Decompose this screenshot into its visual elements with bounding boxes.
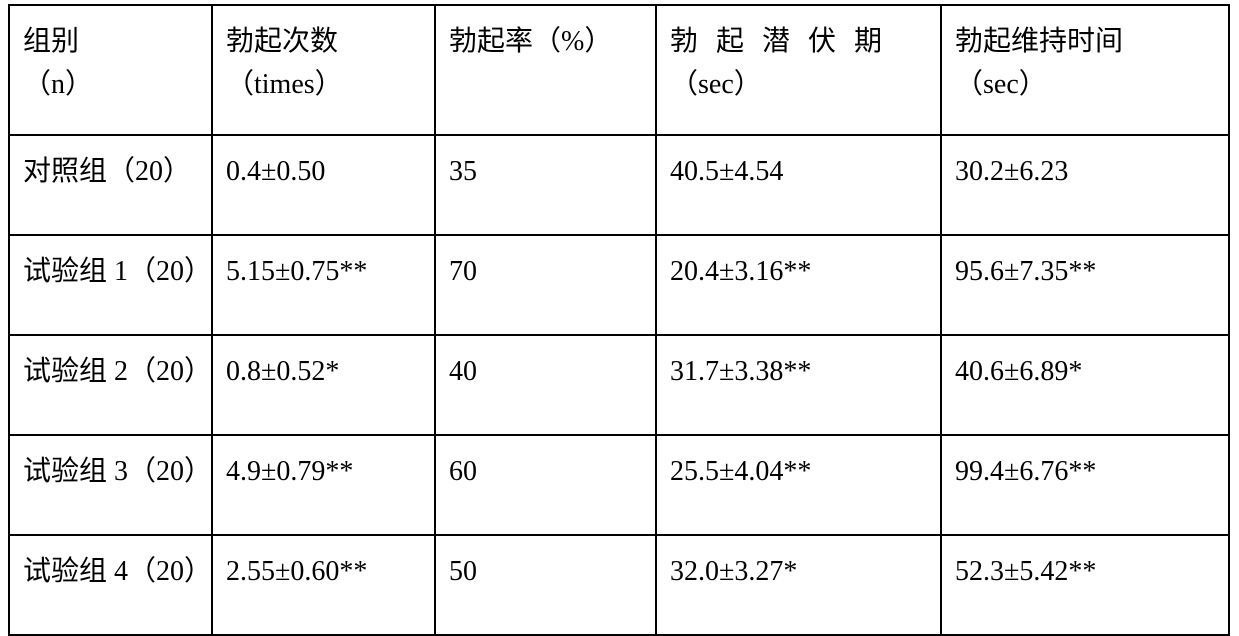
col-header-group-line1: 组别 xyxy=(23,20,200,63)
cell-group-text: 试验组 2（20） xyxy=(11,350,210,393)
cell-latency: 32.0±3.27* xyxy=(656,535,941,635)
table-row: 对照组（20） 0.4±0.50 35 40.5±4.54 30.2±6.23 xyxy=(9,135,1229,235)
cell-duration-text: 95.6±7.35** xyxy=(943,250,1227,293)
cell-rate-text: 40 xyxy=(437,350,654,393)
cell-rate: 40 xyxy=(435,335,656,435)
table-row: 试验组 2（20） 0.8±0.52* 40 31.7±3.38** 40.6±… xyxy=(9,335,1229,435)
table-header-row: 组别 （n） 勃起次数（times） 勃起率（%） 勃起潜伏期 （sec） 勃起… xyxy=(9,5,1229,135)
cell-rate: 35 xyxy=(435,135,656,235)
cell-duration: 30.2±6.23 xyxy=(941,135,1229,235)
col-header-duration-line1: 勃起维持时间 xyxy=(955,20,1217,63)
cell-times: 0.8±0.52* xyxy=(212,335,435,435)
cell-latency-text: 32.0±3.27* xyxy=(658,550,939,593)
cell-duration-text: 52.3±5.42** xyxy=(943,550,1227,593)
cell-group: 试验组 1（20） xyxy=(9,235,212,335)
cell-group: 试验组 2（20） xyxy=(9,335,212,435)
cell-rate-text: 70 xyxy=(437,250,654,293)
col-header-latency-line2: （sec） xyxy=(670,63,929,106)
cell-times: 0.4±0.50 xyxy=(212,135,435,235)
cell-latency-text: 31.7±3.38** xyxy=(658,350,939,393)
cell-group-text: 试验组 1（20） xyxy=(11,250,210,293)
cell-latency-text: 40.5±4.54 xyxy=(658,150,939,193)
cell-times-text: 4.9±0.79** xyxy=(214,450,433,493)
cell-duration: 99.4±6.76** xyxy=(941,435,1229,535)
col-header-times-line1: 勃起次数（times） xyxy=(226,20,423,107)
cell-latency: 20.4±3.16** xyxy=(656,235,941,335)
cell-rate-text: 60 xyxy=(437,450,654,493)
cell-group: 试验组 4（20） xyxy=(9,535,212,635)
cell-group: 对照组（20） xyxy=(9,135,212,235)
cell-times: 5.15±0.75** xyxy=(212,235,435,335)
cell-group-text: 试验组 4（20） xyxy=(11,550,210,593)
col-header-group-line2: （n） xyxy=(23,63,200,106)
cell-group-text: 对照组（20） xyxy=(11,150,210,193)
cell-rate-text: 35 xyxy=(437,150,654,193)
cell-group: 试验组 3（20） xyxy=(9,435,212,535)
cell-duration: 95.6±7.35** xyxy=(941,235,1229,335)
cell-duration-text: 30.2±6.23 xyxy=(943,150,1227,193)
table-row: 试验组 1（20） 5.15±0.75** 70 20.4±3.16** 95.… xyxy=(9,235,1229,335)
col-header-rate-line1: 勃起率（%） xyxy=(449,20,644,63)
cell-latency: 25.5±4.04** xyxy=(656,435,941,535)
cell-times-text: 0.8±0.52* xyxy=(214,350,433,393)
col-header-times: 勃起次数（times） xyxy=(212,5,435,135)
cell-latency: 40.5±4.54 xyxy=(656,135,941,235)
col-header-latency: 勃起潜伏期 （sec） xyxy=(656,5,941,135)
cell-rate-text: 50 xyxy=(437,550,654,593)
cell-latency: 31.7±3.38** xyxy=(656,335,941,435)
col-header-group: 组别 （n） xyxy=(9,5,212,135)
cell-times: 4.9±0.79** xyxy=(212,435,435,535)
table-row: 试验组 4（20） 2.55±0.60** 50 32.0±3.27* 52.3… xyxy=(9,535,1229,635)
cell-times-text: 2.55±0.60** xyxy=(214,550,433,593)
cell-rate: 60 xyxy=(435,435,656,535)
col-header-latency-line1: 勃起潜伏期 xyxy=(670,20,929,63)
cell-duration: 40.6±6.89* xyxy=(941,335,1229,435)
results-table: 组别 （n） 勃起次数（times） 勃起率（%） 勃起潜伏期 （sec） 勃起… xyxy=(8,4,1230,636)
cell-rate: 70 xyxy=(435,235,656,335)
cell-times-text: 0.4±0.50 xyxy=(214,150,433,193)
cell-times: 2.55±0.60** xyxy=(212,535,435,635)
cell-latency-text: 25.5±4.04** xyxy=(658,450,939,493)
cell-times-text: 5.15±0.75** xyxy=(214,250,433,293)
col-header-duration-line2: （sec） xyxy=(955,63,1217,106)
cell-group-text: 试验组 3（20） xyxy=(11,450,210,493)
table-row: 试验组 3（20） 4.9±0.79** 60 25.5±4.04** 99.4… xyxy=(9,435,1229,535)
cell-duration-text: 99.4±6.76** xyxy=(943,450,1227,493)
col-header-duration: 勃起维持时间 （sec） xyxy=(941,5,1229,135)
cell-duration: 52.3±5.42** xyxy=(941,535,1229,635)
cell-duration-text: 40.6±6.89* xyxy=(943,350,1227,393)
col-header-rate: 勃起率（%） xyxy=(435,5,656,135)
cell-latency-text: 20.4±3.16** xyxy=(658,250,939,293)
cell-rate: 50 xyxy=(435,535,656,635)
